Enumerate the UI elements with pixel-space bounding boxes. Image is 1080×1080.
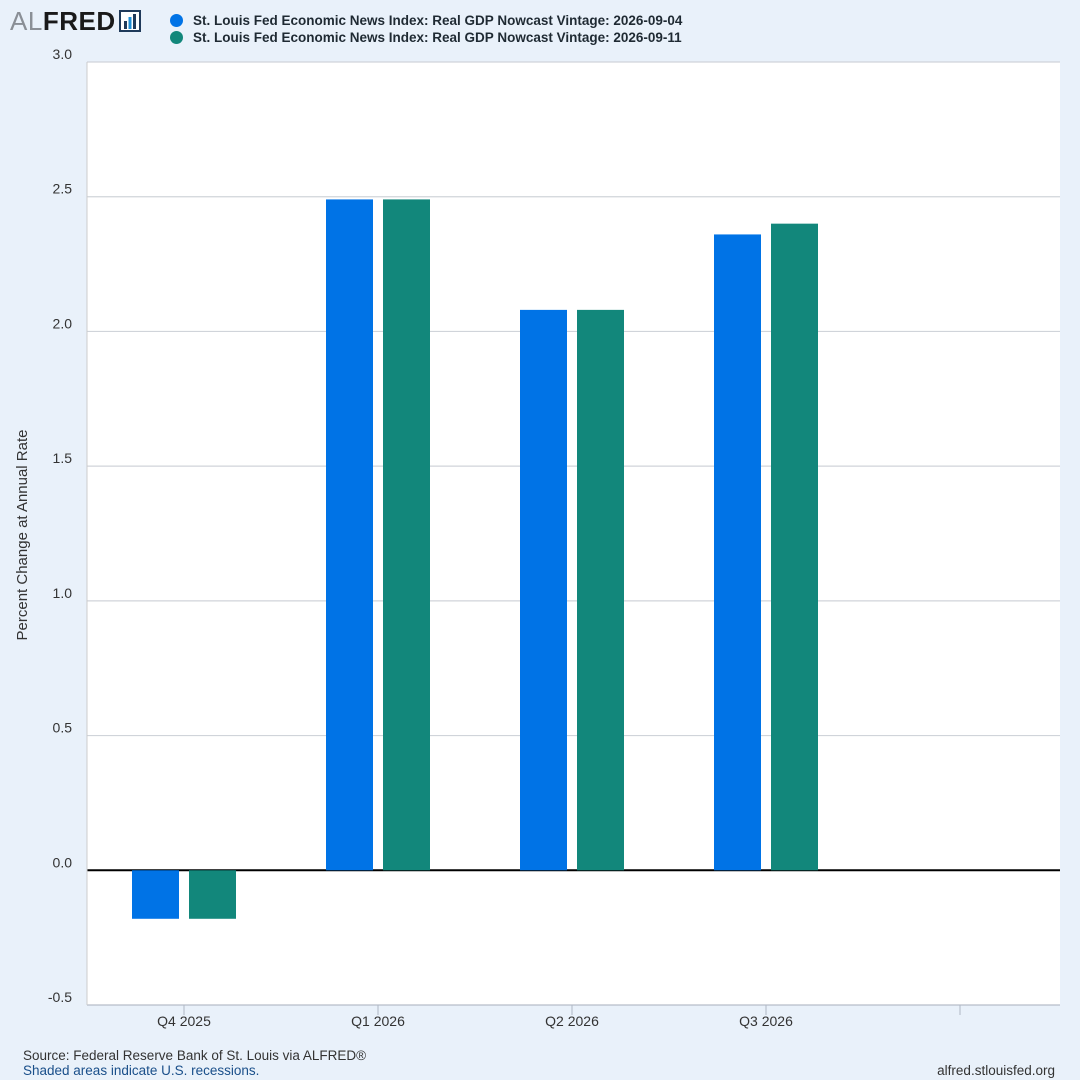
y-tick-label: 2.0: [53, 315, 73, 331]
bar-series-2-q2-2026[interactable]: [577, 309, 624, 871]
alfred-logo: AL FRED: [10, 6, 141, 36]
chart-legend: St. Louis Fed Economic News Index: Real …: [170, 12, 682, 46]
y-tick-label: 0.0: [53, 854, 73, 870]
y-tick-label: -0.5: [48, 989, 72, 1005]
legend-marker-series-2: [170, 31, 183, 44]
bar-series-2-q3-2026[interactable]: [771, 223, 818, 871]
plot-area: [87, 62, 1060, 1005]
x-tick-label: Q3 2026: [739, 1013, 793, 1029]
bar-series-1-q3-2026[interactable]: [714, 234, 761, 871]
x-tick-label: Q4 2025: [157, 1013, 211, 1029]
bar-series-2-q4-2025[interactable]: [189, 870, 236, 919]
logo-prefix: AL: [10, 5, 43, 36]
footer-recession-note[interactable]: Shaded areas indicate U.S. recessions.: [23, 1063, 260, 1078]
bar-series-2-q1-2026[interactable]: [383, 199, 430, 871]
y-axis-label: Percent Change at Annual Rate: [14, 430, 31, 641]
footer-site[interactable]: alfred.stlouisfed.org: [937, 1063, 1055, 1078]
y-tick-label: 1.5: [53, 450, 73, 466]
bar-series-1-q4-2025[interactable]: [132, 870, 179, 919]
logo-brand: FRED: [42, 5, 116, 36]
y-axis-ticks: -0.5 0.0 0.5 1.0 1.5 2.0 2.5 3.0: [48, 46, 72, 1005]
y-tick-label: 0.5: [53, 720, 73, 736]
y-tick-label: 3.0: [53, 46, 73, 62]
bars: [132, 199, 818, 919]
bar-series-1-q2-2026[interactable]: [520, 309, 567, 871]
legend-item-series-1[interactable]: St. Louis Fed Economic News Index: Real …: [170, 12, 682, 29]
y-tick-label: 2.5: [53, 181, 73, 197]
legend-marker-series-1: [170, 14, 183, 27]
bar-series-1-q1-2026[interactable]: [326, 199, 373, 871]
legend-label-series-2: St. Louis Fed Economic News Index: Real …: [193, 30, 682, 45]
legend-item-series-2[interactable]: St. Louis Fed Economic News Index: Real …: [170, 29, 682, 46]
x-tick-label: Q2 2026: [545, 1013, 599, 1029]
x-tick-label: Q1 2026: [351, 1013, 405, 1029]
footer-source: Source: Federal Reserve Bank of St. Loui…: [23, 1048, 367, 1063]
legend-label-series-1: St. Louis Fed Economic News Index: Real …: [193, 13, 683, 28]
y-tick-label: 1.0: [53, 585, 73, 601]
chart-logo-icon: [118, 10, 141, 32]
x-axis-ticks: Q4 2025 Q1 2026 Q2 2026 Q3 2026: [157, 1005, 961, 1029]
